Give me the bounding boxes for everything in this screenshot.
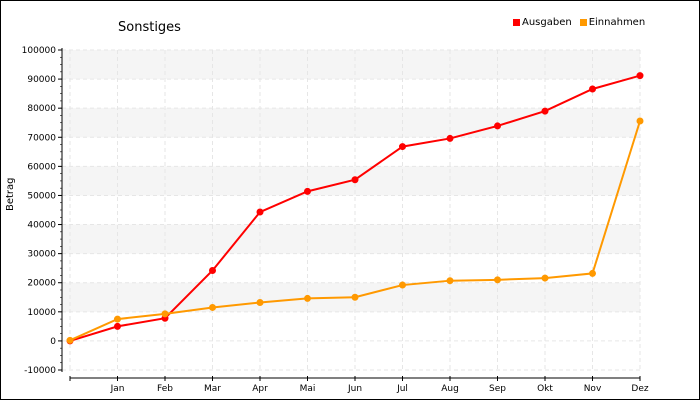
legend-item-einnahmen: Einnahmen (579, 17, 646, 28)
data-point-einnahmen (541, 274, 549, 282)
data-point-ausgaben (541, 107, 549, 115)
y-tick-label: 0 (50, 337, 56, 347)
data-point-einnahmen (446, 277, 454, 285)
y-tick-label: 90000 (27, 75, 56, 85)
y-tick-label: 10000 (27, 308, 56, 318)
data-point-einnahmen (304, 294, 311, 302)
legend-label-einnahmen: Einnahmen (588, 17, 646, 28)
chart-title: Sonstiges (118, 20, 181, 35)
data-point-einnahmen (161, 310, 169, 318)
data-point-einnahmen (114, 315, 121, 323)
y-tick-label: 30000 (27, 250, 56, 260)
data-point-ausgaben (494, 122, 501, 130)
x-tick-label: Apr (252, 384, 268, 394)
y-tick-label: 70000 (27, 133, 56, 143)
x-tick-label: Dez (631, 384, 648, 394)
data-point-ausgaben (589, 85, 596, 93)
data-point-einnahmen (636, 117, 644, 125)
y-tick-label: 20000 (27, 279, 56, 289)
data-point-ausgaben (636, 72, 644, 80)
data-point-ausgaben (304, 187, 311, 195)
data-point-einnahmen (351, 293, 359, 301)
x-tick-label: Sep (489, 384, 506, 394)
data-point-ausgaben (399, 143, 406, 151)
data-point-ausgaben (114, 322, 121, 330)
x-tick-label: Aug (441, 384, 459, 394)
legend-item-ausgaben: Ausgaben (513, 17, 572, 28)
legend-label-ausgaben: Ausgaben (522, 17, 572, 28)
data-point-einnahmen (589, 269, 596, 277)
x-tick-label: Jan (110, 384, 125, 394)
legend-swatch-einnahmen (579, 19, 587, 26)
data-point-einnahmen (256, 299, 264, 307)
grid-band (62, 50, 640, 80)
legend: Ausgaben Einnahmen (513, 17, 645, 28)
data-point-ausgaben (209, 267, 216, 275)
x-tick-label: Okt (537, 384, 553, 394)
y-tick-label: 50000 (27, 191, 56, 201)
data-point-einnahmen (66, 336, 74, 344)
grid-band (62, 224, 640, 254)
data-point-einnahmen (209, 303, 216, 311)
x-tick-label: Jul (396, 384, 408, 394)
data-point-einnahmen (399, 281, 406, 289)
x-tick-label: Mar (204, 384, 221, 394)
data-point-einnahmen (494, 276, 501, 284)
x-tick-label: Jun (347, 384, 362, 394)
data-point-ausgaben (446, 134, 454, 142)
data-point-ausgaben (256, 208, 264, 216)
y-tick-label: 40000 (27, 221, 56, 231)
x-tick-label: Mai (300, 384, 316, 394)
y-tick-label: 60000 (27, 162, 56, 172)
y-tick-label: 100000 (22, 46, 57, 56)
x-tick-label: Nov (584, 384, 602, 394)
y-tick-label: 80000 (27, 104, 56, 114)
data-point-ausgaben (351, 176, 359, 184)
grid-band (62, 108, 640, 138)
y-tick-label: -10000 (24, 366, 56, 376)
x-tick-label: Feb (157, 384, 173, 394)
legend-swatch-ausgaben (513, 19, 520, 26)
